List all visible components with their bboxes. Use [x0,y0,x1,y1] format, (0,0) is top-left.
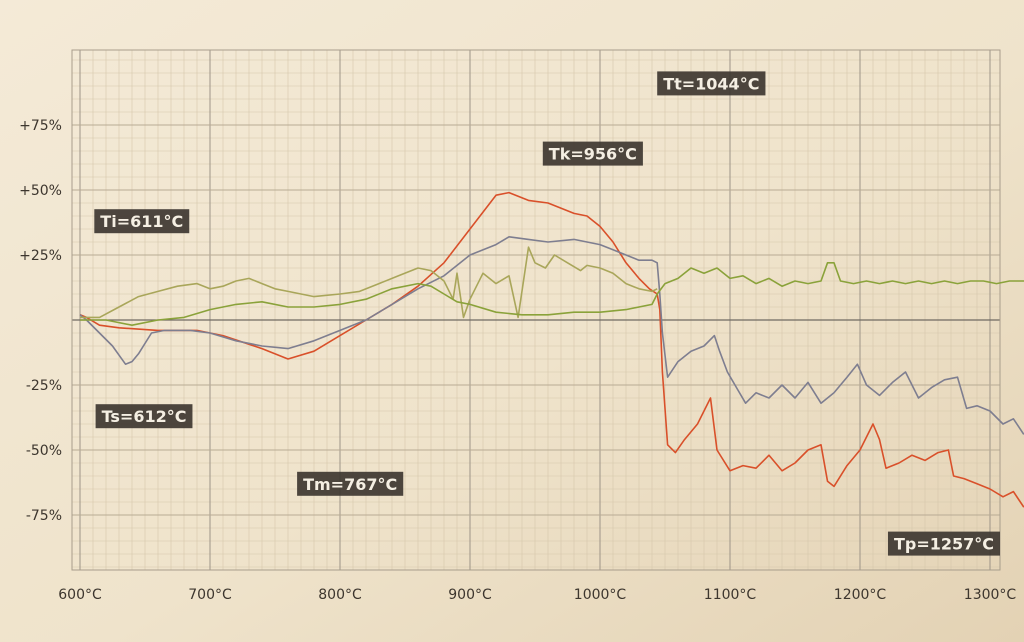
annotation-text: Tt=1044°C [663,74,759,93]
annotation-tm: Tm=767°C [297,471,404,496]
annotation-ts: Ts=612°C [95,404,193,429]
annotation-box [657,71,766,96]
annotation-text: Tp=1257°C [894,535,994,554]
annotation-box [887,531,1000,556]
x-tick-label: 1300°C [964,587,1017,603]
annotation-text: Tm=767°C [303,475,397,494]
x-tick-label: 900°C [448,587,492,603]
x-tick-label: 800°C [318,587,362,603]
y-axis-tick-labels: +75% +50% +25% -25% -50% -75% [19,118,62,524]
temperature-annotations: Ti=611°C Ts=612°C Tm=767°C Tk=956°C Tt=1044°… [94,71,1000,556]
series-line-1 [79,191,1024,508]
x-tick-label: 700°C [188,587,232,603]
y-tick-label: +50% [19,183,62,199]
annotation-text: Ti=611°C [100,212,183,231]
series-line-2 [79,236,1024,435]
plot-frame [71,49,1001,571]
annotation-box [94,209,190,234]
annotation-text: Tk=956°C [549,145,637,164]
x-axis-tick-labels: 600°C 700°C 800°C 900°C 1000°C 1100°C 1200°C 13… [58,587,1016,603]
data-series [79,191,1024,508]
x-tick-label: 1100°C [704,587,757,603]
x-tick-label: 1200°C [834,587,887,603]
annotation-tt: Tt=1044°C [657,71,766,96]
annotation-ti: Ti=611°C [94,209,190,234]
annotation-box [95,404,193,429]
y-tick-label: -25% [26,378,62,394]
annotation-tp: Tp=1257°C [887,531,1000,556]
annotation-text: Ts=612°C [102,407,187,426]
annotation-box [542,141,643,166]
x-tick-label: 600°C [58,587,102,603]
y-tick-label: -75% [26,508,62,524]
y-tick-label: +75% [19,118,62,134]
series-line-3 [80,246,658,319]
x-tick-label: 1000°C [574,587,627,603]
y-tick-label: -50% [26,443,62,459]
series-line-4 [80,262,1024,326]
annotation-tk: Tk=956°C [542,141,643,166]
annotation-box [297,471,404,496]
major-grid [71,49,1001,571]
y-tick-label: +25% [19,248,62,264]
